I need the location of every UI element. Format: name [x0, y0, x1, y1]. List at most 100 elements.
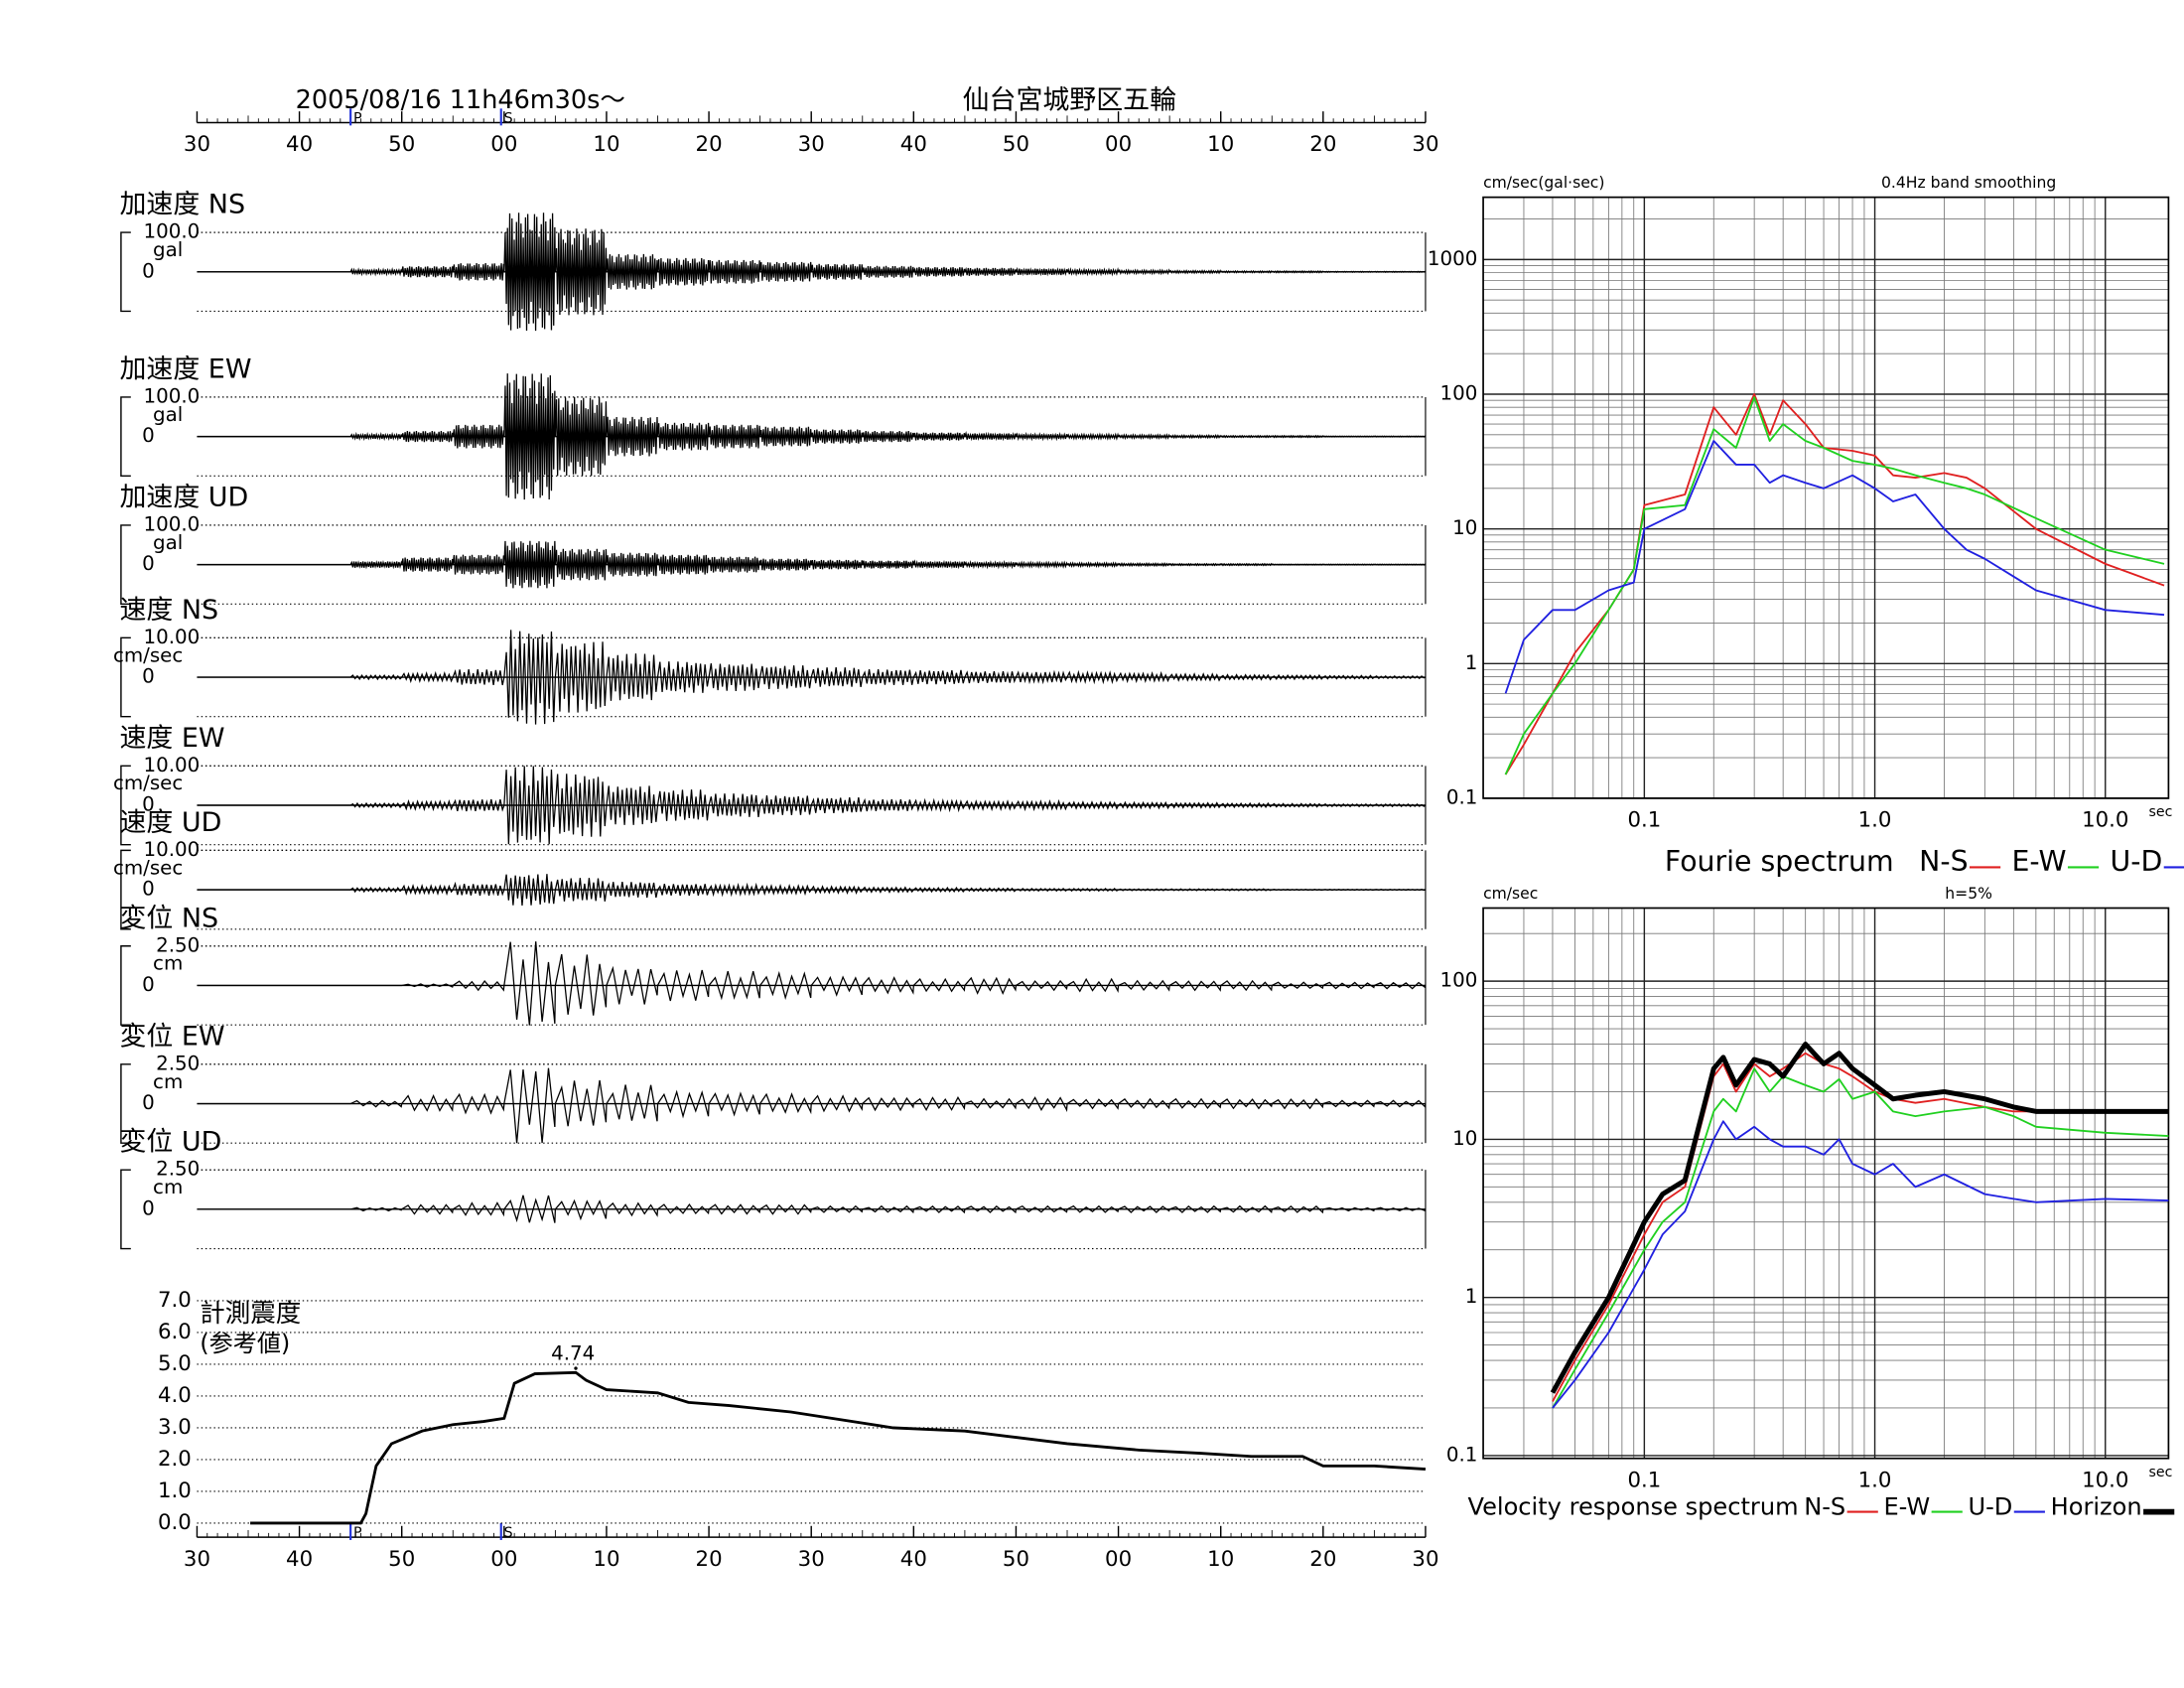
- waveform-segment: [349, 801, 403, 809]
- waveform-segment: [1016, 887, 1068, 893]
- trace-unit: cm/sec: [113, 772, 183, 794]
- waveform-segment: [862, 797, 914, 812]
- waveform-segment: [1168, 562, 1222, 567]
- waveform-segment: [1322, 802, 1375, 808]
- waveform-segment: [759, 1203, 812, 1215]
- waveform-segment: [656, 554, 710, 575]
- waveform-segment: [503, 766, 557, 845]
- trace-scale-label: 0: [142, 665, 155, 688]
- waveform-segment: [503, 212, 557, 332]
- waveform-segment: [1322, 674, 1375, 680]
- time-tick-label: 40: [286, 132, 313, 157]
- waveform-segment: [1066, 1204, 1120, 1213]
- waveform-segment: [708, 556, 761, 573]
- waveform-segment: [708, 259, 761, 284]
- waveform-segment: [708, 882, 761, 898]
- time-tick-label: 00: [490, 1547, 517, 1572]
- trace-unit: gal: [153, 531, 183, 554]
- waveform-segment: [1220, 979, 1273, 992]
- y-axis-unit: cm/sec: [1483, 885, 1538, 903]
- waveform-segment: [1118, 979, 1170, 992]
- waveform-segment: [606, 653, 659, 701]
- x-tick-label: 10.0: [2082, 1468, 2128, 1492]
- waveform-segment: [912, 977, 966, 993]
- trace-scale-label: 100.0: [144, 384, 201, 407]
- trace-title: 加速度 NS: [119, 190, 245, 220]
- waveform-segment: [1374, 981, 1427, 990]
- waveform-segment: [349, 266, 403, 277]
- trace-title: 加速度 UD: [119, 482, 248, 512]
- spectrum-line: [1552, 1120, 2169, 1409]
- intensity-tick-label: 4.0: [158, 1383, 192, 1408]
- time-tick-label: 50: [388, 132, 415, 157]
- trace-bracket: [120, 524, 131, 606]
- waveform-segment: [964, 1097, 1018, 1110]
- waveform-segment: [349, 886, 403, 894]
- time-tick-label: 30: [1412, 132, 1438, 157]
- waveform-segment: [964, 431, 1018, 442]
- trace-unit: cm/sec: [113, 643, 183, 666]
- waveform-segment: [862, 1204, 914, 1214]
- time-tick-label: 20: [1309, 132, 1336, 157]
- time-tick-label: 10: [593, 132, 619, 157]
- waveform-segment: [554, 548, 608, 581]
- waveform-segment: [554, 396, 608, 477]
- waveform-segment: [1066, 669, 1120, 685]
- waveform-segment: [656, 257, 710, 286]
- waveform-segment: [1322, 981, 1376, 990]
- y-tick-label: 1: [1465, 1285, 1478, 1308]
- x-tick-label: 0.1: [1627, 1468, 1661, 1492]
- waveform-segment: [1271, 1097, 1324, 1110]
- waveform-segment: [964, 266, 1018, 276]
- waveform-segment: [912, 886, 966, 894]
- waveform-segment: [862, 668, 914, 686]
- time-tick-label: 30: [1412, 1547, 1438, 1572]
- waveform-segment: [708, 971, 761, 1001]
- waveform-segment: [759, 795, 812, 816]
- trace-scale-label: 0: [142, 552, 155, 575]
- waveform-segment: [554, 1198, 608, 1221]
- waveform-segment: [349, 673, 403, 681]
- waveform-segment: [759, 665, 812, 689]
- trace-bracket: [120, 636, 131, 718]
- time-tick-label: 50: [1003, 1547, 1029, 1572]
- y-tick-label: 0.1: [1446, 785, 1478, 808]
- y-tick-label: 1: [1465, 651, 1478, 674]
- waveform-segment: [964, 887, 1017, 893]
- waveform-segment: [1322, 435, 1375, 438]
- intensity-tick-label: 0.0: [158, 1510, 192, 1535]
- trace-unit: cm: [153, 1176, 183, 1198]
- trace-scale-label: 10.00: [144, 754, 201, 776]
- trace-unit: cm/sec: [113, 856, 183, 879]
- waveform-segment: [503, 373, 557, 500]
- waveform-segment: [349, 1099, 403, 1108]
- waveform-segment: [452, 424, 505, 449]
- time-tick-label: 00: [1105, 132, 1132, 157]
- waveform-segment: [1118, 1097, 1170, 1110]
- legend-label: E-W: [1883, 1492, 1930, 1520]
- waveform-segment: [1016, 979, 1068, 992]
- waveform-segment: [708, 424, 761, 449]
- trace-unit: cm: [153, 952, 183, 975]
- waveform-segment: [862, 976, 914, 995]
- legend-title: Fourie spectrum: [1665, 845, 1894, 878]
- waveform-segment: [452, 980, 505, 992]
- waveform-segment: [1220, 888, 1273, 892]
- waveform-segment: [862, 431, 914, 443]
- trace-bracket: [120, 231, 131, 313]
- waveform-segment: [1168, 433, 1222, 440]
- time-tick-label: 50: [388, 1547, 415, 1572]
- waveform-segment: [401, 798, 454, 812]
- waveform-segment: [1118, 670, 1170, 684]
- waveform-segment: [810, 796, 864, 814]
- waveform-segment: [1272, 889, 1323, 892]
- waveform-segment: [1015, 669, 1068, 685]
- time-tick-label: 30: [184, 1547, 210, 1572]
- trace-bracket: [120, 849, 131, 930]
- legend-label: Horizon: [2051, 1492, 2142, 1520]
- waveform-segment: [810, 429, 864, 444]
- legend-label: N-S: [1804, 1492, 1845, 1520]
- waveform-segment: [1374, 674, 1427, 680]
- waveform-segment: [554, 228, 608, 316]
- waveform-segment: [1272, 269, 1324, 274]
